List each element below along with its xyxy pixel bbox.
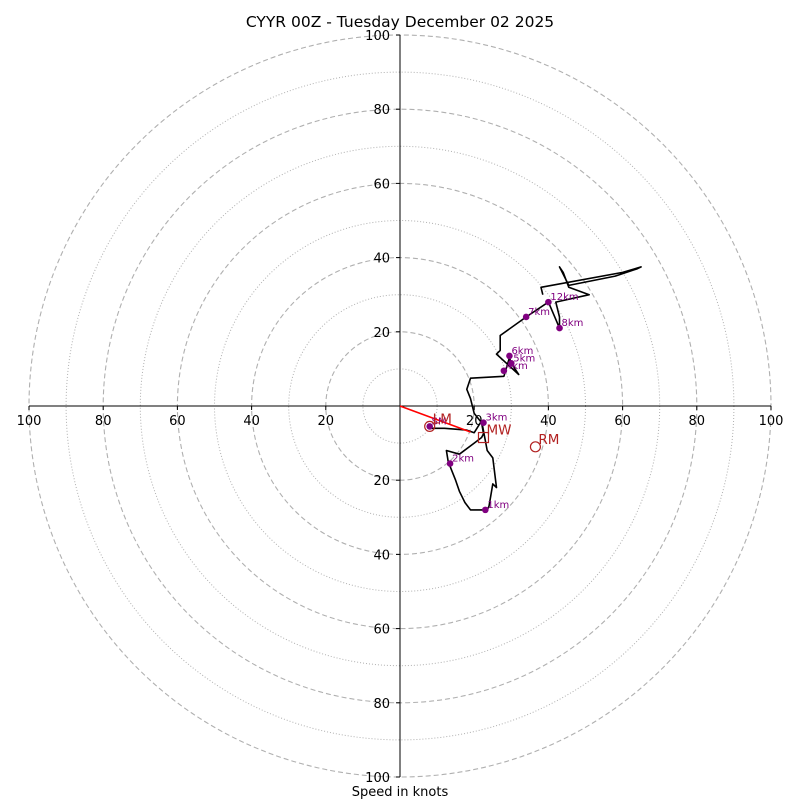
tick-label-top-40: 40 <box>373 252 390 267</box>
height-marker-1km <box>482 506 489 514</box>
tick-label-left-80: 80 <box>95 414 112 429</box>
height-label-2km: 2km <box>452 454 474 465</box>
tick-label-left-100: 100 <box>17 414 42 429</box>
height-marker-4km <box>500 367 508 375</box>
storm-motion-label-lm: LM <box>433 411 452 427</box>
tick-label-left-20: 20 <box>318 414 335 429</box>
tick-label-left-60: 60 <box>169 414 186 429</box>
wind-profile <box>429 266 642 511</box>
height-label-sm: SM <box>432 416 447 427</box>
height-label-6km: 6km <box>511 346 533 357</box>
height-marker-8km <box>556 324 563 332</box>
height-label-5km: 5km <box>513 353 535 364</box>
height-label-3km: 3km <box>485 413 507 424</box>
tick-label-top-60: 60 <box>373 177 390 192</box>
shear-vector <box>399 405 471 433</box>
tick-label-top-20: 20 <box>373 326 390 341</box>
tick-label-bottom-100: 100 <box>365 771 390 786</box>
chart-title: CYYR 00Z - Tuesday December 02 2025 <box>246 13 554 31</box>
height-label-8km: 8km <box>562 318 584 329</box>
tick-label-right-80: 80 <box>689 414 706 429</box>
tick-label-right-100: 100 <box>759 414 784 429</box>
tick-label-top-80: 80 <box>373 103 390 118</box>
tick-label-left-40: 40 <box>243 414 260 429</box>
height-marker-5km <box>508 360 515 367</box>
storm-motion-label-rm: RM <box>538 432 559 448</box>
height-label-4km: 4km <box>506 361 528 372</box>
tick-label-right-40: 40 <box>540 414 557 429</box>
height-marker-3km <box>480 419 487 426</box>
tick-label-bottom-20: 20 <box>373 474 390 489</box>
height-marker-7km <box>522 313 530 321</box>
height-marker-2km <box>446 460 454 467</box>
height-label-7km: 7km <box>528 307 550 318</box>
storm-motion-marker-rm <box>529 441 542 453</box>
storm-motion-label-mw: MW <box>486 423 511 439</box>
tick-label-bottom-40: 40 <box>373 548 390 563</box>
tick-label-bottom-60: 60 <box>373 623 390 638</box>
wind-profile-line <box>429 266 642 511</box>
storm-motion-marker-mw <box>477 431 490 444</box>
height-marker-12km <box>545 298 552 306</box>
shear-vector-group <box>399 405 471 433</box>
height-marker-6km <box>506 352 513 360</box>
storm-motion-markers: LM MW RM <box>424 411 559 453</box>
tick-label-bottom-80: 80 <box>373 697 390 712</box>
tick-label-right-60: 60 <box>614 414 631 429</box>
tick-labels: 100 80 60 40 20 20 40 60 80 100100806040202040608… <box>17 29 784 786</box>
height-label-1km: 1km <box>487 500 509 511</box>
tick-label-top-100: 100 <box>365 29 390 44</box>
x-axis-label: Speed in knots <box>352 785 449 800</box>
storm-motion-marker-lm <box>424 420 436 433</box>
height-label-12km: 12km <box>550 292 578 303</box>
height-marker-sm <box>426 423 433 430</box>
